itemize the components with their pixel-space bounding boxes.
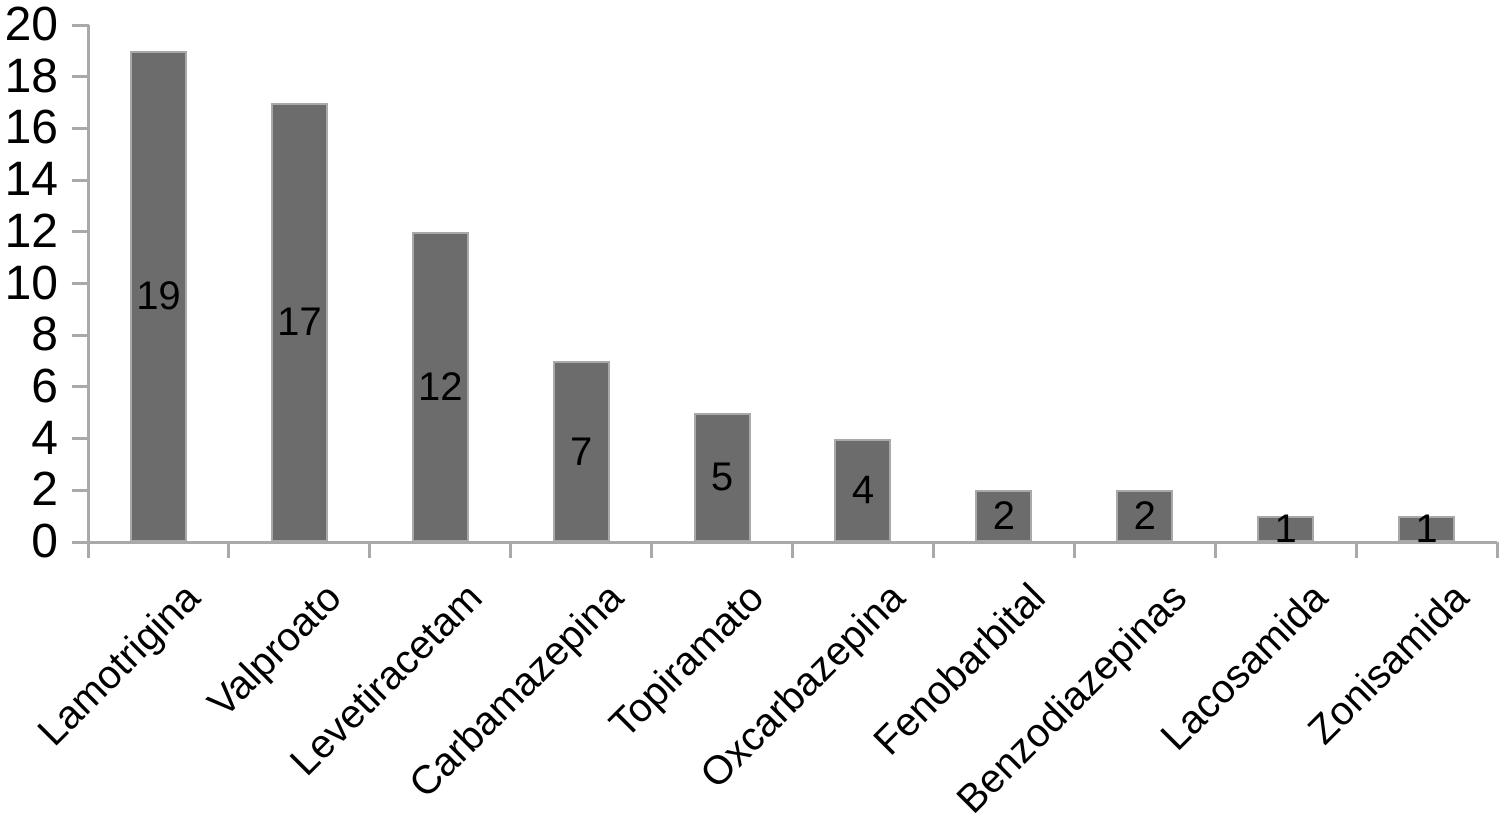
- x-tick: [368, 542, 372, 558]
- bar-benzodiazepinas: 2: [1116, 490, 1174, 542]
- y-tick: [72, 75, 89, 79]
- bar-zonisamida: 1: [1398, 509, 1456, 549]
- y-tick-label: 18: [4, 49, 58, 103]
- y-tick: [72, 282, 89, 285]
- x-tick: [650, 542, 654, 558]
- y-tick-label: 10: [4, 256, 58, 310]
- bar-lamotrigina: 19: [129, 50, 187, 542]
- x-tick: [1072, 542, 1076, 558]
- bar-carbamazepina: 7: [552, 361, 610, 542]
- x-tick: [1354, 542, 1358, 558]
- bar-valproato: 17: [270, 102, 328, 542]
- bar-value-label: 2: [1133, 494, 1156, 539]
- y-tick: [72, 126, 89, 130]
- y-axis-line: [86, 25, 90, 558]
- y-tick-label: 12: [4, 204, 58, 258]
- x-tick: [931, 542, 935, 558]
- x-tick: [791, 542, 794, 558]
- y-tick-label: 2: [31, 463, 58, 517]
- bar-fenobarbital: 2: [975, 490, 1033, 542]
- y-tick-label: 20: [4, 0, 58, 51]
- y-tick: [72, 230, 89, 234]
- y-tick-label: 0: [31, 515, 58, 568]
- bar-value-label: 2: [992, 494, 1015, 539]
- bar-value-label: 1: [1415, 507, 1438, 552]
- x-tick: [227, 542, 231, 558]
- bar-lacosamida: 1: [1257, 509, 1315, 549]
- bar-value-label: 4: [851, 468, 875, 513]
- y-tick: [72, 437, 89, 441]
- y-tick: [72, 540, 89, 544]
- y-tick-label: 14: [4, 153, 58, 207]
- bar-oxcarbazepina: 4: [834, 438, 892, 542]
- y-tick-label: 16: [4, 101, 58, 155]
- x-tick: [1213, 542, 1217, 558]
- y-tick: [72, 488, 89, 492]
- y-tick-label: 8: [31, 308, 58, 362]
- x-tick: [86, 542, 90, 558]
- bar-value-label: 5: [710, 455, 734, 500]
- bar-levetiracetam: 12: [411, 231, 469, 542]
- x-category-label-valproato: Valproato: [199, 575, 350, 726]
- x-tick: [1495, 542, 1499, 558]
- y-tick: [72, 23, 89, 27]
- y-tick-label: 4: [31, 411, 58, 465]
- x-category-label-lamotrigina: Lamotrigina: [29, 575, 209, 755]
- bar-value-label: 17: [277, 300, 322, 345]
- bar-value-label: 19: [136, 274, 181, 319]
- y-tick: [72, 178, 89, 182]
- y-tick: [72, 385, 89, 389]
- y-tick-label: 6: [31, 359, 58, 413]
- bar-topiramato: 5: [693, 412, 751, 542]
- y-tick: [72, 333, 89, 337]
- bar-value-label: 7: [570, 429, 593, 474]
- bar-value-label: 1: [1274, 507, 1297, 552]
- x-tick: [509, 542, 513, 558]
- bar-value-label: 12: [418, 364, 463, 409]
